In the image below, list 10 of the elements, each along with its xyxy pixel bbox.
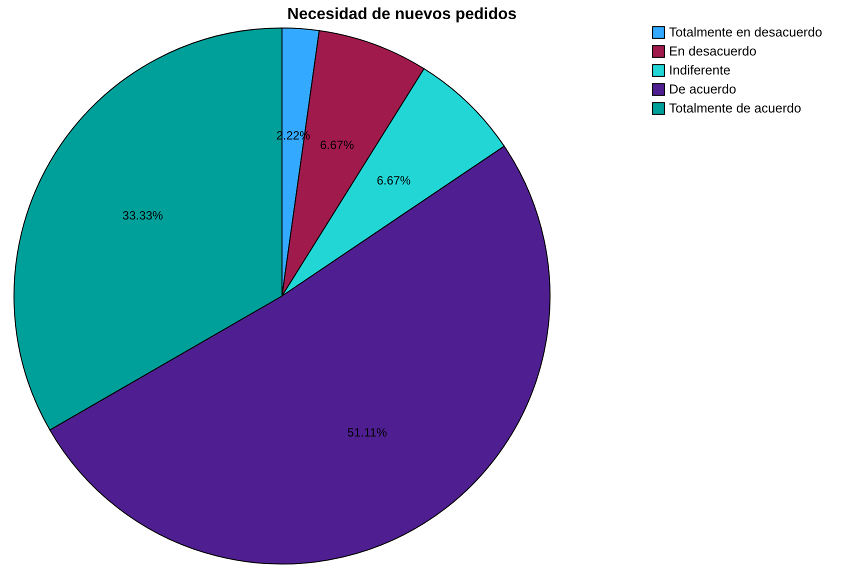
legend-label: De acuerdo — [669, 82, 736, 96]
chart-title: Necesidad de nuevos pedidos — [287, 6, 517, 23]
data-label: 33.33% — [122, 208, 164, 223]
data-label: 6.67% — [376, 173, 412, 188]
data-label: 6.67% — [320, 138, 354, 152]
legend-label: Totalmente en desacuerdo — [669, 24, 822, 40]
data-label: 51.11% — [347, 425, 388, 440]
legend-label: En desacuerdo — [669, 44, 756, 58]
legend-label: Indiferente — [669, 62, 730, 78]
legend-label: Totalmente de acuerdo — [669, 100, 802, 116]
